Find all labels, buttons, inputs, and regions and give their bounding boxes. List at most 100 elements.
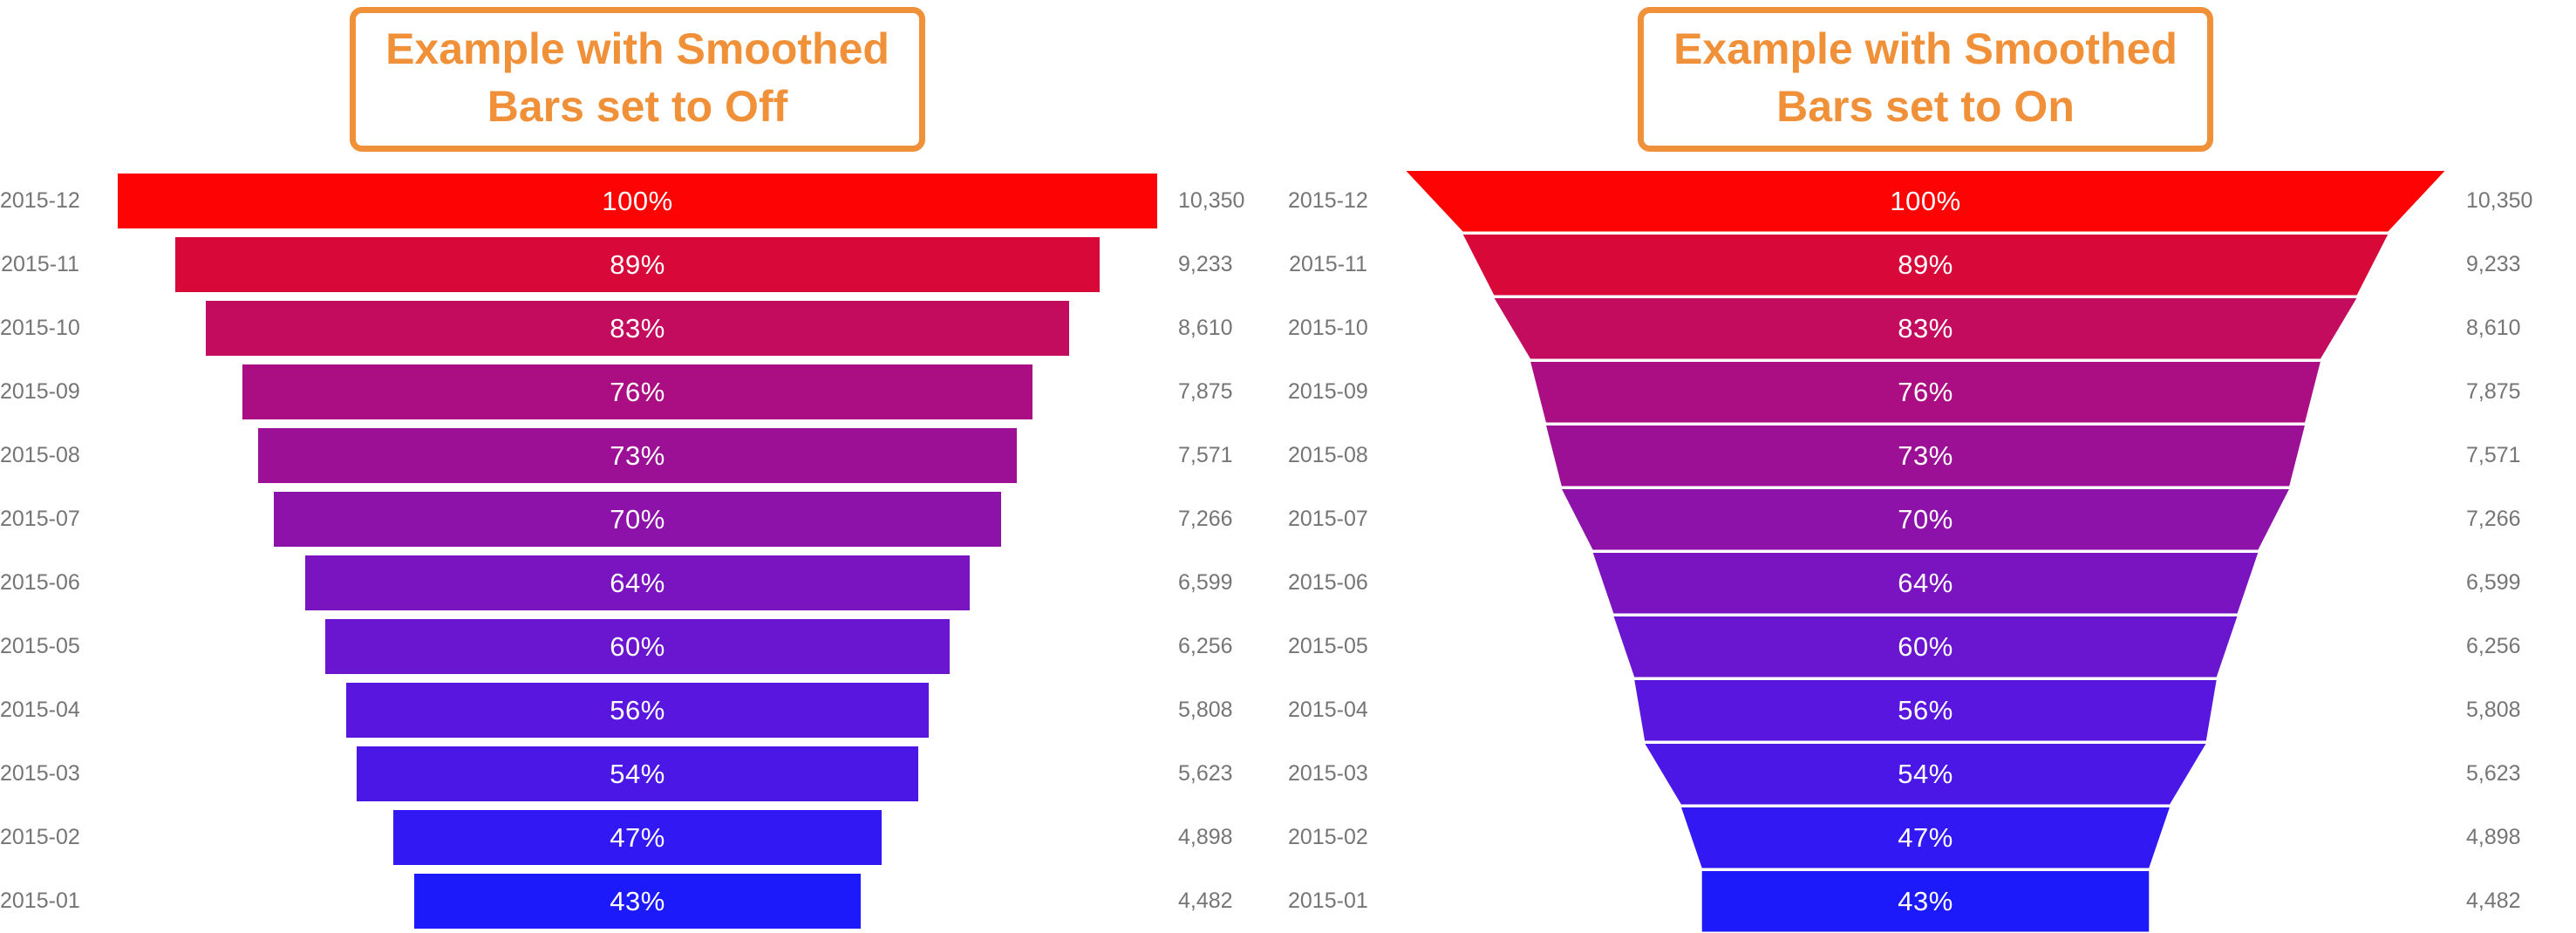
funnel-row: 2015-02 47% 4,898	[0, 806, 1288, 869]
funnel-bar[interactable]: 89%	[1462, 234, 2389, 296]
category-label: 2015-07	[0, 507, 80, 531]
bar-area: 54%	[1406, 742, 2445, 806]
funnel-bar[interactable]: 54%	[357, 746, 918, 801]
funnel-bar[interactable]: 100%	[1406, 170, 2445, 232]
category-label: 2015-05	[1288, 634, 1368, 658]
category-label: 2015-09	[1288, 379, 1368, 404]
category-label: 2015-11	[1289, 252, 1367, 276]
bar-area: 100%	[118, 169, 1157, 233]
percent-label: 76%	[1898, 376, 1953, 407]
bar-area: 83%	[118, 296, 1157, 360]
category-label: 2015-04	[0, 698, 80, 722]
funnel-bar[interactable]: 89%	[174, 237, 1101, 292]
percent-label: 47%	[610, 821, 665, 853]
percent-label: 73%	[610, 439, 665, 471]
funnel-row: 2015-11 89% 9,233	[1288, 233, 2576, 296]
funnel-bar[interactable]: 47%	[1680, 807, 2171, 868]
funnel-bar[interactable]: 64%	[1592, 552, 2259, 614]
category-label: 2015-04	[1288, 698, 1368, 722]
chart-title: Example with Smoothed Bars set to Off	[350, 7, 925, 152]
funnel-row: 2015-08 73% 7,571	[0, 424, 1288, 487]
funnel-bar[interactable]: 56%	[1634, 679, 2217, 741]
funnel-row: 2015-10 83% 8,610	[0, 296, 1288, 360]
value-label: 4,898	[1178, 825, 1233, 849]
category-label: 2015-11	[1, 252, 79, 276]
percent-label: 60%	[1898, 630, 1953, 662]
category-label: 2015-06	[1288, 570, 1368, 595]
bar-area: 64%	[118, 551, 1157, 615]
bar-area: 60%	[118, 615, 1157, 678]
bar-area: 76%	[118, 360, 1157, 424]
percent-label: 54%	[610, 758, 665, 789]
funnel-row: 2015-05 60% 6,256	[0, 615, 1288, 678]
value-label: 7,571	[2466, 443, 2521, 467]
chart-title-line1: Example with Smoothed	[1673, 24, 2177, 73]
funnel-bar[interactable]: 64%	[304, 555, 971, 610]
funnel-bar[interactable]: 56%	[346, 683, 929, 738]
value-label: 9,233	[1178, 252, 1233, 276]
funnel-bar[interactable]: 70%	[1561, 488, 2290, 550]
funnel-row: 2015-03 54% 5,623	[1288, 742, 2576, 806]
funnel-chart-smoothed-off: Example with Smoothed Bars set to Off 20…	[0, 7, 1288, 933]
value-label: 7,571	[1178, 443, 1233, 467]
funnel-bar[interactable]: 76%	[242, 364, 1032, 419]
value-label: 8,610	[1178, 316, 1233, 340]
bar-area: 70%	[1406, 487, 2445, 551]
funnel-bar[interactable]: 70%	[273, 492, 1002, 547]
value-label: 7,875	[2466, 379, 2521, 404]
funnel-row: 2015-07 70% 7,266	[0, 487, 1288, 551]
funnel-bar[interactable]: 43%	[1701, 870, 2150, 932]
percent-label: 64%	[1898, 567, 1953, 598]
percent-label: 56%	[1898, 694, 1953, 725]
funnel-row: 2015-09 76% 7,875	[0, 360, 1288, 424]
value-label: 7,266	[1178, 507, 1233, 531]
category-label: 2015-08	[0, 443, 80, 467]
percent-label: 60%	[610, 630, 665, 662]
bar-area: 64%	[1406, 551, 2445, 615]
funnel-row: 2015-06 64% 6,599	[1288, 551, 2576, 615]
funnel-row: 2015-05 60% 6,256	[1288, 615, 2576, 678]
percent-label: 100%	[1890, 185, 1961, 216]
category-label: 2015-10	[0, 316, 80, 340]
funnel-bar[interactable]: 47%	[392, 810, 883, 865]
chart-title-line2: Bars set to Off	[487, 82, 788, 131]
percent-label: 43%	[610, 885, 665, 916]
funnel-row: 2015-01 43% 4,482	[0, 869, 1288, 933]
funnel-bar[interactable]: 100%	[118, 174, 1157, 228]
funnel-row: 2015-07 70% 7,266	[1288, 487, 2576, 551]
bar-area: 60%	[1406, 615, 2445, 678]
bar-area: 70%	[118, 487, 1157, 551]
funnel-bar[interactable]: 43%	[413, 874, 862, 929]
value-label: 7,266	[2466, 507, 2521, 531]
funnel-bar[interactable]: 60%	[325, 619, 950, 674]
bar-area: 43%	[1406, 869, 2445, 933]
funnel-row: 2015-08 73% 7,571	[1288, 424, 2576, 487]
funnel-row: 2015-04 56% 5,808	[1288, 678, 2576, 742]
funnel-bar[interactable]: 60%	[1613, 616, 2238, 678]
value-label: 10,350	[1178, 188, 1245, 213]
funnel-bar[interactable]: 73%	[257, 428, 1018, 483]
category-label: 2015-09	[0, 379, 80, 404]
bar-area: 83%	[1406, 296, 2445, 360]
funnel-rows: 2015-12 100% 10,350 2015-11 89% 9,233 2015-10 8…	[0, 169, 1288, 933]
category-label: 2015-05	[0, 634, 80, 658]
funnel-bar[interactable]: 83%	[206, 301, 1069, 356]
percent-label: 89%	[610, 249, 665, 280]
funnel-row: 2015-12 100% 10,350	[1288, 169, 2576, 233]
funnel-bar[interactable]: 83%	[1494, 297, 2357, 359]
bar-area: 100%	[1406, 169, 2445, 233]
funnel-bar[interactable]: 73%	[1545, 425, 2306, 487]
category-label: 2015-02	[1288, 825, 1368, 849]
value-label: 5,623	[2466, 761, 2521, 786]
bar-area: 73%	[1406, 424, 2445, 487]
value-label: 6,256	[1178, 634, 1233, 658]
funnel-bar[interactable]: 54%	[1645, 743, 2206, 805]
funnel-row: 2015-09 76% 7,875	[1288, 360, 2576, 424]
title-area: Example with Smoothed Bars set to On	[1288, 0, 2576, 169]
bar-area: 56%	[118, 678, 1157, 742]
category-label: 2015-06	[0, 570, 80, 595]
funnel-bar[interactable]: 76%	[1530, 361, 2320, 423]
chart-title-line2: Bars set to On	[1776, 82, 2075, 131]
percent-label: 70%	[610, 503, 665, 535]
funnel-row: 2015-06 64% 6,599	[0, 551, 1288, 615]
